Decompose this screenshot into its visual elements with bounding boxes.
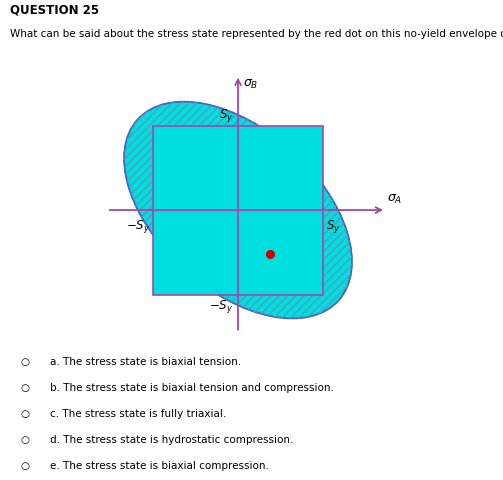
Text: ○: ○ xyxy=(20,356,29,366)
Text: $S_y$: $S_y$ xyxy=(218,107,233,124)
Text: ○: ○ xyxy=(20,434,29,444)
Text: ○: ○ xyxy=(20,382,29,392)
Text: c. The stress state is fully triaxial.: c. The stress state is fully triaxial. xyxy=(50,408,226,418)
Text: b. The stress state is biaxial tension and compression.: b. The stress state is biaxial tension a… xyxy=(50,382,334,392)
Text: $\sigma_B$: $\sigma_B$ xyxy=(243,77,259,90)
Text: a. The stress state is biaxial tension.: a. The stress state is biaxial tension. xyxy=(50,356,241,366)
Text: $\sigma_A$: $\sigma_A$ xyxy=(387,192,402,205)
Text: $S_y$: $S_y$ xyxy=(326,217,341,234)
Text: ○: ○ xyxy=(20,408,29,418)
Text: What can be said about the stress state represented by the red dot on this no-yi: What can be said about the stress state … xyxy=(10,29,503,39)
Ellipse shape xyxy=(124,102,352,319)
Text: e. The stress state is biaxial compression.: e. The stress state is biaxial compressi… xyxy=(50,460,269,469)
Text: d. The stress state is hydrostatic compression.: d. The stress state is hydrostatic compr… xyxy=(50,434,294,444)
Text: ○: ○ xyxy=(20,460,29,469)
Text: $-S_y$: $-S_y$ xyxy=(209,298,233,314)
Bar xyxy=(153,126,322,295)
Text: QUESTION 25: QUESTION 25 xyxy=(10,4,99,17)
Text: $-S_y$: $-S_y$ xyxy=(126,217,150,234)
